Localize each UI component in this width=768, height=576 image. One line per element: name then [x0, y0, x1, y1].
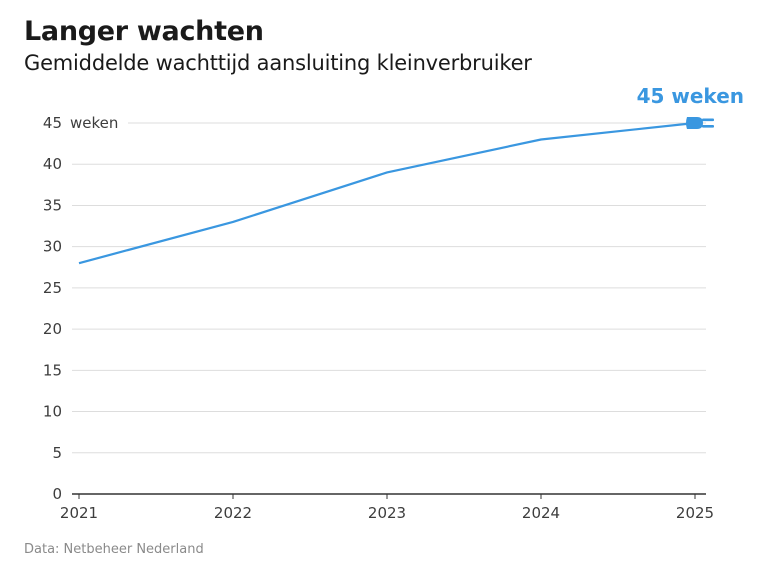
y-tick-label-30: 30	[43, 238, 62, 256]
x-tick-label-2023: 2023	[368, 504, 406, 522]
gridlines	[72, 122, 706, 454]
y-tick-labels: 0 5 10 15 20 25 30 35 40 45 weken	[43, 114, 118, 503]
y-tick-label-35: 35	[43, 196, 62, 214]
series-line-0	[78, 121, 696, 265]
y-tick-label-25: 25	[43, 279, 62, 297]
annotation-group: 45 weken	[637, 84, 744, 129]
x-tick-label-2025: 2025	[676, 504, 714, 522]
y-tick-label-0: 0	[52, 485, 62, 503]
plug-prong-bottom	[702, 125, 714, 128]
plug-prong-top	[702, 118, 714, 122]
x-axis: 2021 2022 2023 2024 2025	[60, 493, 714, 522]
x-tick-label-2022: 2022	[214, 504, 252, 522]
x-tick-label-2024: 2024	[522, 504, 560, 522]
y-tick-label-15: 15	[43, 361, 62, 379]
annotation-label: 45 weken	[637, 84, 744, 108]
plug-icon	[686, 117, 714, 129]
y-tick-label-20: 20	[43, 320, 62, 338]
series-group	[78, 121, 696, 265]
y-tick-label-5: 5	[52, 444, 62, 462]
y-tick-label-45: 45	[43, 114, 62, 132]
plug-body	[686, 117, 703, 129]
chart-subtitle: Gemiddelde wachttijd aansluiting kleinve…	[24, 51, 532, 75]
y-unit-label: weken	[70, 114, 118, 132]
x-tick-label-2021: 2021	[60, 504, 98, 522]
chart-title: Langer wachten	[24, 16, 264, 47]
data-source: Data: Netbeheer Nederland	[24, 542, 204, 557]
y-tick-label-40: 40	[43, 155, 62, 173]
y-tick-label-10: 10	[43, 403, 62, 421]
